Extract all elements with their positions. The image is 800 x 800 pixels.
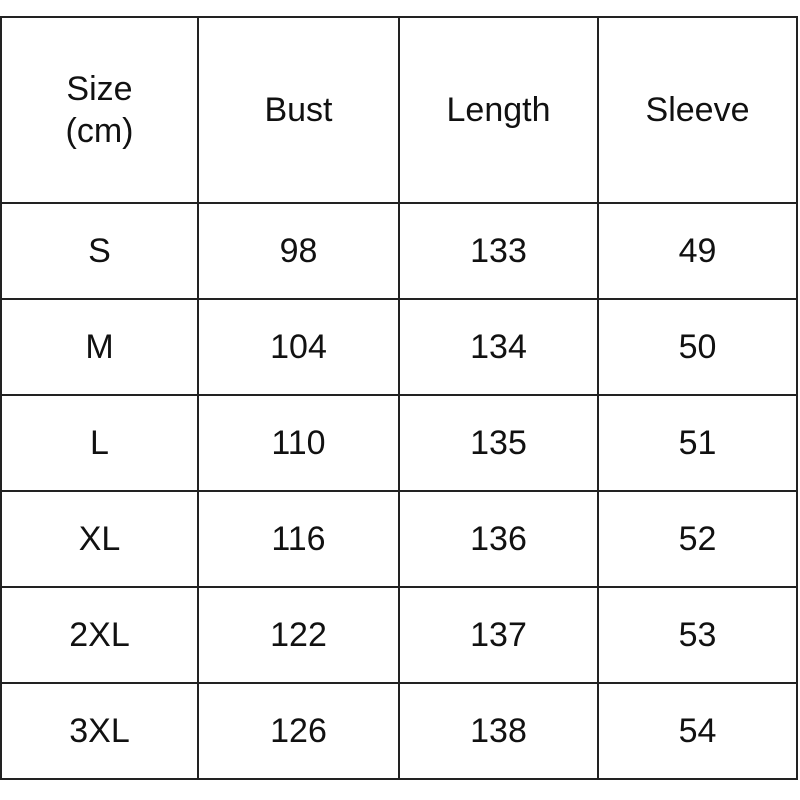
- header-row: Size (cm) Bust Length Sleeve: [0, 16, 798, 204]
- header-length: Length: [398, 16, 599, 204]
- cell-length: 136: [398, 490, 599, 588]
- cell-length: 138: [398, 682, 599, 780]
- cell-sleeve: 51: [597, 394, 798, 492]
- cell-size: 2XL: [0, 586, 199, 684]
- header-sleeve: Sleeve: [597, 16, 798, 204]
- cell-bust: 126: [197, 682, 400, 780]
- table-row: L 110 135 51: [0, 394, 798, 492]
- cell-bust: 98: [197, 202, 400, 300]
- cell-bust: 116: [197, 490, 400, 588]
- cell-bust: 122: [197, 586, 400, 684]
- header-size-line2: (cm): [65, 112, 134, 150]
- table-row: M 104 134 50: [0, 298, 798, 396]
- header-size-line1: Size: [66, 70, 133, 108]
- cell-length: 134: [398, 298, 599, 396]
- table-row: XL 116 136 52: [0, 490, 798, 588]
- header-bust: Bust: [197, 16, 400, 204]
- cell-length: 135: [398, 394, 599, 492]
- cell-sleeve: 50: [597, 298, 798, 396]
- size-chart-table: Size (cm) Bust Length Sleeve S 98 133 49 M 10…: [0, 16, 798, 780]
- cell-bust: 104: [197, 298, 400, 396]
- cell-sleeve: 52: [597, 490, 798, 588]
- cell-length: 133: [398, 202, 599, 300]
- cell-sleeve: 54: [597, 682, 798, 780]
- table-row: S 98 133 49: [0, 202, 798, 300]
- cell-size: S: [0, 202, 199, 300]
- cell-size: XL: [0, 490, 199, 588]
- table-row: 2XL 122 137 53: [0, 586, 798, 684]
- cell-length: 137: [398, 586, 599, 684]
- cell-size: 3XL: [0, 682, 199, 780]
- cell-size: M: [0, 298, 199, 396]
- table-row: 3XL 126 138 54: [0, 682, 798, 780]
- cell-bust: 110: [197, 394, 400, 492]
- cell-sleeve: 53: [597, 586, 798, 684]
- header-size: Size (cm): [0, 16, 199, 204]
- cell-size: L: [0, 394, 199, 492]
- cell-sleeve: 49: [597, 202, 798, 300]
